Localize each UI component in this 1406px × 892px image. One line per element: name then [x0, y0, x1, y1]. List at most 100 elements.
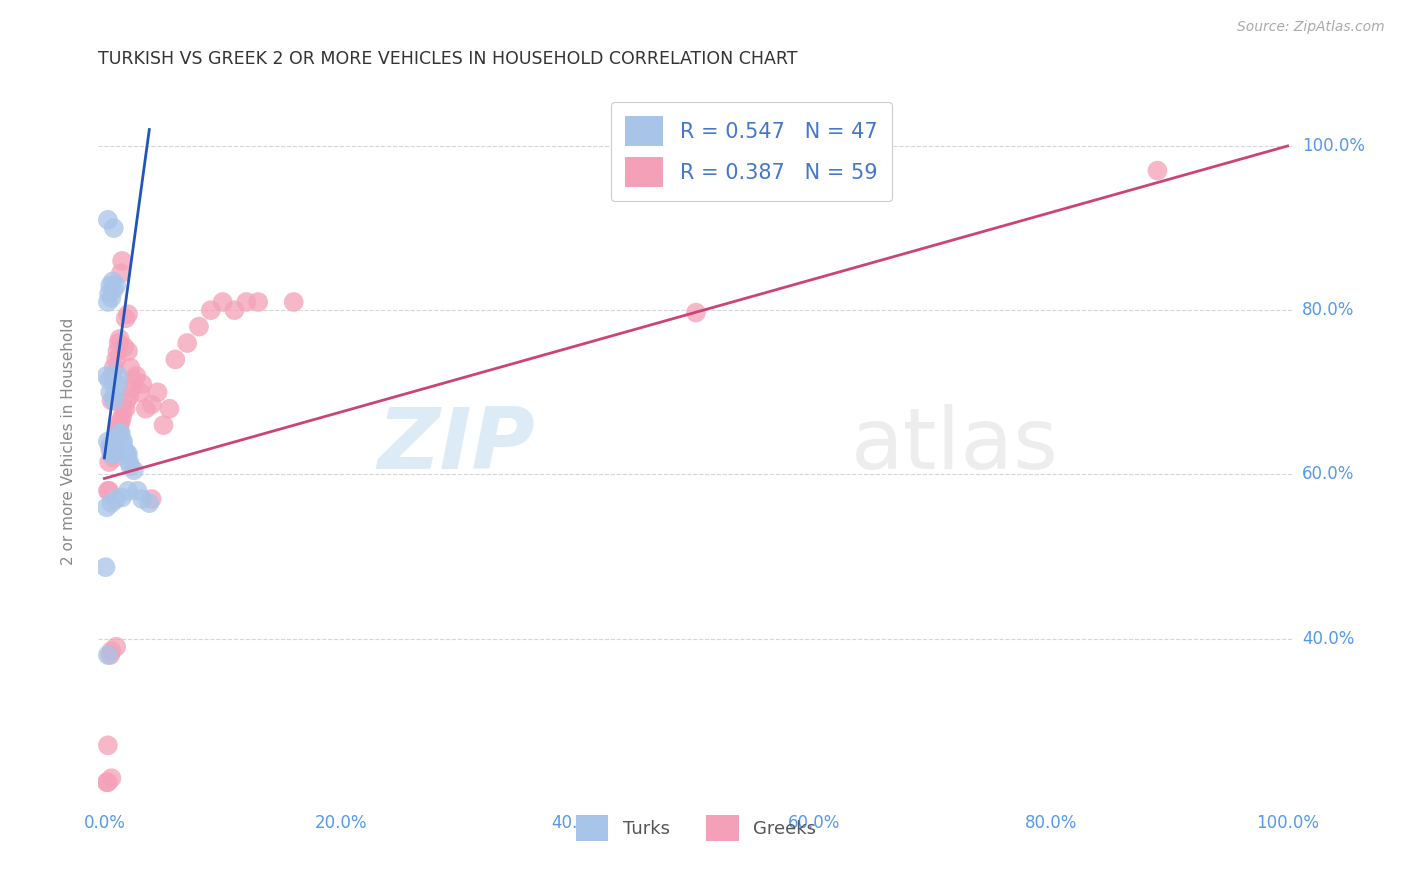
Point	[100, 496, 122, 510]
Point	[110, 266, 132, 280]
Text: atlas: atlas	[852, 404, 1059, 487]
Point	[105, 344, 128, 359]
Point	[103, 447, 125, 461]
Point	[105, 434, 128, 449]
Point	[105, 640, 128, 654]
Point	[122, 463, 145, 477]
Point	[117, 307, 139, 321]
Y-axis label: 2 or more Vehicles in Household: 2 or more Vehicles in Household	[62, 318, 76, 566]
Point	[97, 648, 120, 662]
Point	[118, 455, 141, 469]
Point	[176, 336, 198, 351]
Point	[105, 377, 128, 392]
Point	[117, 344, 139, 359]
Text: 40.0%: 40.0%	[1302, 630, 1354, 648]
Point	[125, 368, 148, 383]
Point	[103, 360, 125, 375]
Point	[98, 439, 121, 453]
Point	[104, 385, 127, 400]
Point	[96, 368, 118, 383]
Point	[120, 459, 142, 474]
Point	[100, 291, 122, 305]
Point	[96, 500, 118, 515]
Point	[165, 352, 187, 367]
Point	[98, 385, 121, 400]
Point	[107, 336, 129, 351]
Point	[98, 648, 121, 662]
Point	[114, 447, 136, 461]
Point	[107, 422, 129, 436]
Text: TURKISH VS GREEK 2 OR MORE VEHICLES IN HOUSEHOLD CORRELATION CHART: TURKISH VS GREEK 2 OR MORE VEHICLES IN H…	[98, 50, 799, 68]
Point	[98, 455, 121, 469]
Text: ZIP: ZIP	[377, 404, 534, 487]
Point	[141, 491, 163, 506]
Point	[98, 286, 121, 301]
Point	[111, 434, 134, 449]
Point	[100, 447, 122, 461]
Point	[111, 253, 134, 268]
Point	[105, 352, 128, 367]
Point	[98, 278, 121, 293]
Point	[128, 385, 150, 400]
Point	[97, 775, 120, 789]
Point	[114, 442, 136, 457]
Point	[97, 739, 120, 753]
Point	[94, 560, 117, 574]
Text: 60.0%: 60.0%	[1302, 466, 1354, 483]
Point	[101, 275, 124, 289]
Point	[101, 447, 124, 461]
Point	[138, 496, 160, 510]
Point	[685, 305, 707, 319]
Point	[105, 439, 128, 453]
Point	[247, 295, 270, 310]
Point	[97, 483, 120, 498]
Point	[235, 295, 257, 310]
Point	[146, 385, 169, 400]
Point	[103, 283, 125, 297]
Text: Source: ZipAtlas.com: Source: ZipAtlas.com	[1237, 20, 1385, 34]
Point	[122, 373, 145, 387]
Point	[200, 303, 222, 318]
Point	[107, 368, 129, 383]
Point	[135, 401, 157, 416]
Point	[103, 450, 125, 465]
Point	[100, 393, 122, 408]
Point	[111, 409, 134, 424]
Point	[188, 319, 211, 334]
Point	[152, 418, 174, 433]
Point	[108, 426, 131, 441]
Point	[103, 393, 125, 408]
Point	[104, 442, 127, 457]
Point	[96, 775, 118, 789]
Point	[115, 393, 138, 408]
Point	[114, 311, 136, 326]
Point	[101, 368, 124, 383]
Point	[120, 360, 142, 375]
Point	[98, 373, 121, 387]
Point	[97, 295, 120, 310]
Point	[157, 401, 180, 416]
Point	[114, 401, 136, 416]
Point	[117, 447, 139, 461]
Point	[108, 332, 131, 346]
Point	[111, 491, 134, 505]
Point	[108, 418, 131, 433]
Point	[110, 414, 132, 428]
Point	[114, 340, 136, 354]
Point	[224, 303, 246, 318]
Text: 100.0%: 100.0%	[1302, 137, 1365, 155]
Point	[211, 295, 233, 310]
Point	[127, 483, 149, 498]
Point	[118, 389, 141, 403]
Point	[100, 771, 122, 785]
Point	[1146, 163, 1168, 178]
Point	[107, 430, 129, 444]
Point	[112, 434, 135, 449]
Point	[101, 442, 124, 457]
Point	[283, 295, 305, 310]
Point	[117, 483, 139, 498]
Point	[110, 426, 132, 441]
Point	[100, 644, 122, 658]
Point	[131, 377, 153, 392]
Point	[98, 483, 121, 498]
